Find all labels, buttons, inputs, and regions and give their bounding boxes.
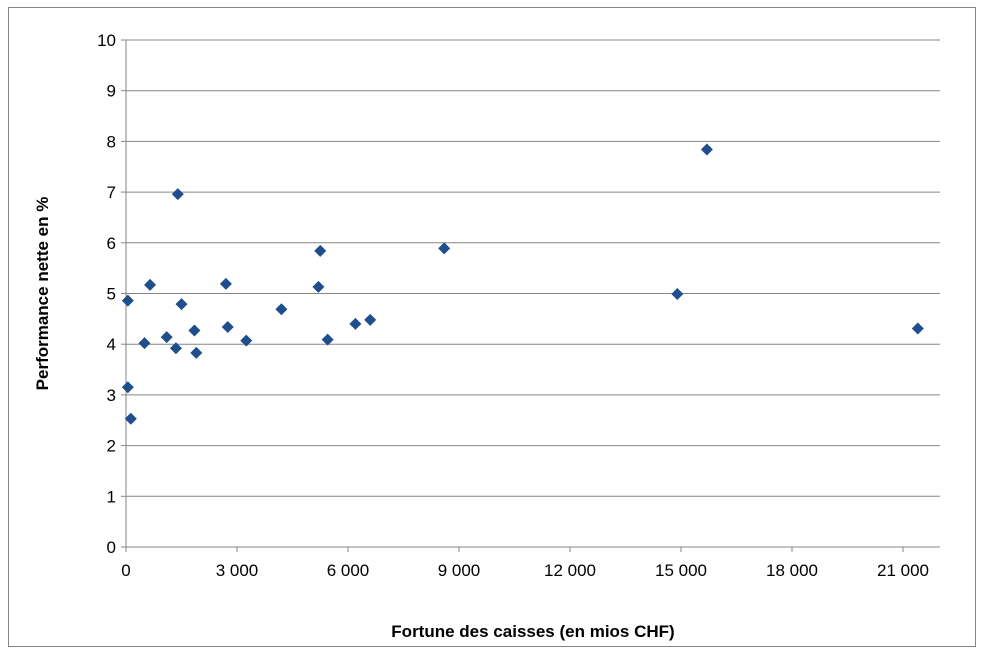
x-tick-label: 9 000 [438, 561, 481, 580]
data-point [171, 188, 184, 201]
data-point [364, 313, 377, 326]
y-tick-label: 0 [107, 538, 116, 557]
data-point [314, 244, 327, 257]
data-point [169, 342, 182, 355]
y-tick-label: 6 [107, 234, 116, 253]
data-point [219, 277, 232, 290]
x-tick-label: 15 000 [655, 561, 707, 580]
x-tick-label: 18 000 [766, 561, 818, 580]
y-tick-label: 2 [107, 437, 116, 456]
data-point [121, 381, 134, 394]
data-points [121, 143, 924, 425]
y-tick-label: 10 [97, 31, 116, 50]
data-point [188, 324, 201, 337]
data-point [138, 337, 151, 350]
data-point [240, 334, 253, 347]
data-point [124, 412, 137, 425]
x-tick-label: 3 000 [216, 561, 259, 580]
data-point [321, 333, 334, 346]
y-axis-title: Performance nette en % [33, 197, 52, 391]
y-tick-label: 4 [107, 335, 116, 354]
data-point [190, 346, 203, 359]
tick-labels: 0 1 2 3 4 5 6 7 8 9 10 0 3 000 6 000 9 000 12 000 15 000… [97, 31, 929, 580]
gridlines [126, 39, 940, 497]
data-point [438, 242, 451, 255]
x-tick-label: 0 [121, 561, 130, 580]
y-tick-label: 8 [107, 132, 116, 151]
data-point [911, 322, 924, 335]
data-point [221, 320, 234, 333]
y-tick-label: 9 [107, 82, 116, 101]
data-point [175, 298, 188, 311]
data-point [160, 331, 173, 344]
y-tick-label: 7 [107, 183, 116, 202]
data-point [349, 317, 362, 330]
data-point [121, 294, 134, 307]
data-point [312, 280, 325, 293]
data-point [671, 288, 684, 301]
x-tick-label: 6 000 [327, 561, 370, 580]
axes [121, 39, 940, 552]
chart-frame [8, 7, 976, 647]
x-tick-label: 21 000 [877, 561, 929, 580]
data-point [144, 278, 157, 291]
y-tick-label: 1 [107, 487, 116, 506]
y-tick-label: 5 [107, 285, 116, 304]
y-tick-label: 3 [107, 386, 116, 405]
data-point [700, 143, 713, 156]
x-tick-label: 12 000 [544, 561, 596, 580]
data-point [275, 303, 288, 316]
x-axis-title: Fortune des caisses (en mios CHF) [391, 622, 674, 641]
